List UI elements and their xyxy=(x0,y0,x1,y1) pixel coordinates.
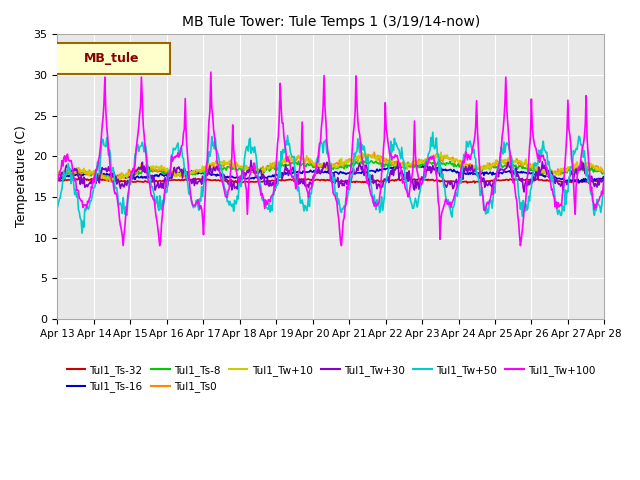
Line: Tul1_Ts0: Tul1_Ts0 xyxy=(58,152,604,180)
Tul1_Tw+50 xyxy=(54,205,61,211)
Tul1_Ts0 xyxy=(151,166,159,172)
Tul1_Tw+50 xyxy=(302,204,310,210)
Tul1_Tw+100 xyxy=(54,178,61,183)
Line: Tul1_Ts-32: Tul1_Ts-32 xyxy=(58,179,604,183)
Tul1_Tw+100 xyxy=(151,206,159,212)
Tul1_Tw+10 xyxy=(377,156,385,162)
Tul1_Ts-16 xyxy=(376,167,383,172)
Tul1_Ts-32 xyxy=(600,178,608,184)
Tul1_Tw+10 xyxy=(302,158,310,164)
Tul1_Ts-8 xyxy=(195,168,203,174)
Tul1_Tw+10 xyxy=(151,166,159,171)
Tul1_Ts-32 xyxy=(75,176,83,181)
Tul1_Ts-16 xyxy=(575,180,582,186)
Tul1_Tw+100 xyxy=(467,152,475,158)
Tul1_Ts-32 xyxy=(463,180,471,186)
Tul1_Ts-32 xyxy=(420,177,428,182)
Tul1_Ts-16 xyxy=(301,169,308,175)
Tul1_Tw+30 xyxy=(54,172,61,178)
Line: Tul1_Ts-8: Tul1_Ts-8 xyxy=(58,160,604,179)
Tul1_Ts0 xyxy=(302,157,310,163)
Tul1_Ts-32 xyxy=(302,176,310,182)
Line: Tul1_Tw+50: Tul1_Tw+50 xyxy=(58,132,604,233)
Tul1_Tw+10 xyxy=(54,172,61,178)
Tul1_Tw+10 xyxy=(600,168,608,173)
Line: Tul1_Tw+10: Tul1_Tw+10 xyxy=(58,152,604,181)
Tul1_Tw+10 xyxy=(195,167,203,173)
Tul1_Tw+30 xyxy=(377,186,385,192)
Tul1_Ts-32 xyxy=(467,179,475,185)
Tul1_Ts-16 xyxy=(420,165,428,170)
Tul1_Tw+100 xyxy=(303,187,310,192)
Tul1_Ts-16 xyxy=(600,175,608,181)
Line: Tul1_Tw+100: Tul1_Tw+100 xyxy=(58,72,604,246)
Tul1_Tw+30 xyxy=(150,176,158,181)
Tul1_Tw+30 xyxy=(247,157,255,163)
FancyBboxPatch shape xyxy=(54,43,170,74)
Tul1_Tw+30 xyxy=(302,183,310,189)
Tul1_Tw+10 xyxy=(106,179,114,184)
Tul1_Tw+10 xyxy=(437,149,445,155)
Tul1_Tw+30 xyxy=(467,168,474,174)
Tul1_Ts0 xyxy=(103,178,111,183)
Tul1_Ts-32 xyxy=(54,177,61,183)
Tul1_Tw+50 xyxy=(377,204,385,209)
Tul1_Ts0 xyxy=(467,162,475,168)
Tul1_Ts0 xyxy=(371,149,378,155)
Tul1_Ts-8 xyxy=(420,161,428,167)
Tul1_Tw+100 xyxy=(119,243,127,249)
Tul1_Tw+30 xyxy=(520,189,528,195)
Tul1_Ts-16 xyxy=(194,171,202,177)
Tul1_Tw+50 xyxy=(78,230,86,236)
Tul1_Ts-8 xyxy=(600,169,608,175)
Tul1_Tw+30 xyxy=(194,179,202,184)
Tul1_Ts-8 xyxy=(467,167,475,172)
Tul1_Ts0 xyxy=(195,168,203,173)
Tul1_Tw+100 xyxy=(207,69,214,75)
Tul1_Tw+100 xyxy=(600,178,608,184)
Tul1_Ts-16 xyxy=(54,176,61,181)
Tul1_Ts0 xyxy=(378,156,385,161)
Tul1_Ts-16 xyxy=(150,174,158,180)
Tul1_Tw+10 xyxy=(467,164,475,170)
Tul1_Tw+50 xyxy=(195,207,203,213)
Tul1_Ts0 xyxy=(420,157,428,163)
Text: MB_tule: MB_tule xyxy=(84,52,140,65)
Tul1_Tw+100 xyxy=(378,170,385,176)
Tul1_Ts0 xyxy=(600,169,608,175)
Tul1_Ts-8 xyxy=(151,168,159,174)
Tul1_Tw+100 xyxy=(420,165,428,170)
Y-axis label: Temperature (C): Temperature (C) xyxy=(15,126,28,228)
Tul1_Ts-8 xyxy=(435,157,443,163)
Tul1_Ts-8 xyxy=(104,176,111,182)
Legend: Tul1_Ts-32, Tul1_Ts-16, Tul1_Ts-8, Tul1_Ts0, Tul1_Tw+10, Tul1_Tw+30, Tul1_Tw+50,: Tul1_Ts-32, Tul1_Ts-16, Tul1_Ts-8, Tul1_… xyxy=(62,361,600,396)
Tul1_Tw+100 xyxy=(195,201,203,207)
Tul1_Tw+10 xyxy=(420,160,428,166)
Title: MB Tule Tower: Tule Temps 1 (3/19/14-now): MB Tule Tower: Tule Temps 1 (3/19/14-now… xyxy=(182,15,480,29)
Tul1_Ts-32 xyxy=(377,178,385,184)
Line: Tul1_Ts-16: Tul1_Ts-16 xyxy=(58,164,604,183)
Tul1_Ts-32 xyxy=(151,179,159,184)
Tul1_Tw+30 xyxy=(600,174,608,180)
Tul1_Tw+50 xyxy=(429,130,436,135)
Tul1_Tw+30 xyxy=(420,174,428,180)
Tul1_Ts-16 xyxy=(467,171,474,177)
Tul1_Tw+50 xyxy=(600,186,608,192)
Tul1_Tw+50 xyxy=(420,176,428,182)
Tul1_Ts-8 xyxy=(302,164,310,170)
Tul1_Tw+50 xyxy=(467,143,475,149)
Tul1_Ts-8 xyxy=(377,159,385,165)
Tul1_Tw+50 xyxy=(151,202,159,208)
Tul1_Ts0 xyxy=(54,171,61,177)
Tul1_Ts-32 xyxy=(195,176,203,181)
Tul1_Ts-8 xyxy=(54,174,61,180)
Line: Tul1_Tw+30: Tul1_Tw+30 xyxy=(58,160,604,192)
Tul1_Ts-16 xyxy=(405,161,413,167)
